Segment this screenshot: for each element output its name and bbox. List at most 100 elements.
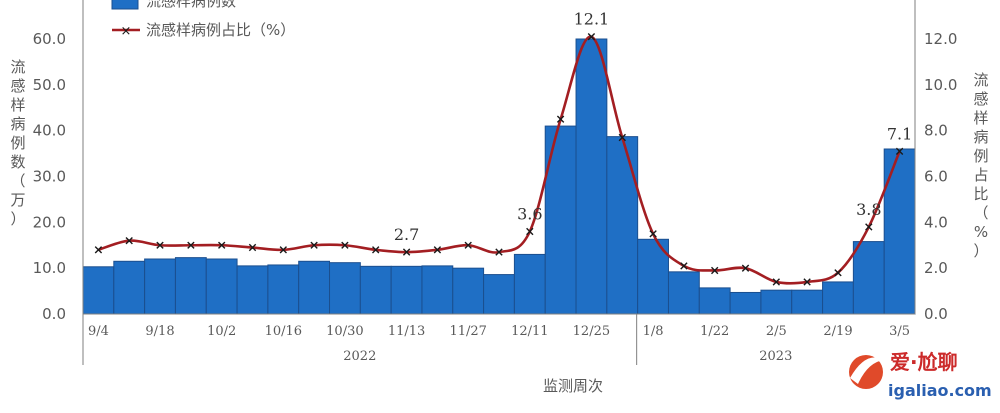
bar [852, 241, 885, 315]
right-tick-label: 6.0 [924, 168, 948, 186]
left-tick-label: 0.0 [42, 305, 66, 323]
left-tick-label: 30.0 [33, 168, 66, 186]
bar [606, 136, 639, 315]
data-label: 3.8 [856, 200, 881, 219]
x-tick-label: 10/30 [326, 324, 363, 339]
line-marker [433, 246, 442, 254]
line-marker [94, 246, 103, 254]
legend-line-label: 流感样病例占比（%） [146, 21, 295, 39]
line-marker [865, 223, 873, 231]
data-label: 12.1 [574, 10, 610, 29]
left-tick-label: 40.0 [33, 122, 66, 140]
bar [791, 289, 824, 315]
line-markers [94, 33, 904, 286]
bar [452, 267, 485, 315]
bar [483, 274, 515, 315]
watermark-url: igaliao.com [888, 381, 992, 400]
line-marker [711, 266, 719, 275]
right-tick-label: 4.0 [924, 213, 948, 231]
x-tick-label: 1/8 [643, 324, 664, 339]
x-tick-label: 11/13 [388, 324, 425, 339]
axes [82, 0, 916, 365]
right-tick-label: 0.0 [924, 305, 948, 323]
right-tick-label: 2.0 [924, 259, 948, 277]
bar [205, 258, 238, 315]
bar [82, 266, 115, 315]
line-marker [341, 241, 349, 249]
line-marker [125, 237, 133, 245]
line-marker [248, 243, 257, 252]
watermark-text: 爱·尬聊 [890, 350, 958, 374]
legend-bar-swatch [111, 0, 139, 10]
line-marker [187, 241, 195, 249]
line-marker [402, 248, 411, 256]
bar [883, 148, 916, 315]
bar [760, 289, 793, 315]
line-marker [218, 241, 226, 249]
bar [236, 265, 269, 315]
line-marker [526, 227, 534, 236]
legend-line-marker: × [121, 24, 132, 39]
x-tick-label: 3/5 [889, 324, 910, 339]
line-marker [587, 33, 596, 41]
year-label: 2023 [759, 349, 792, 364]
bar [298, 260, 331, 315]
bar [544, 125, 577, 315]
watermark-swoosh-icon [850, 357, 884, 384]
x-tick-label: 9/18 [145, 324, 174, 339]
data-label: 7.1 [887, 124, 912, 143]
line-marker [834, 269, 842, 277]
x-tick-labels: 9/4 9/18 10/2 10/16 10/30 11/13 11/27 12/11 12/2… [88, 324, 910, 339]
bar [329, 262, 361, 315]
x-tick-label: 10/2 [207, 324, 236, 339]
x-tick-label: 1/22 [700, 324, 729, 339]
right-y-ticks: 0.0 2.0 4.0 6.0 8.0 10.0 12.0 [924, 30, 957, 323]
bar [390, 265, 423, 315]
year-label: 2022 [343, 349, 376, 364]
bar [113, 260, 146, 315]
bar [174, 257, 207, 315]
watermark: 爱·尬聊 igaliao.com [849, 350, 992, 400]
line-marker [680, 262, 688, 270]
right-tick-label: 8.0 [924, 122, 948, 140]
legend: 流感样病例数 × 流感样病例占比（%） [111, 0, 295, 39]
line-marker [372, 246, 380, 254]
bar [575, 38, 608, 315]
x-tick-label: 11/27 [449, 324, 486, 339]
x-tick-label: 9/4 [88, 324, 109, 339]
legend-bar-label: 流感样病例数 [146, 0, 236, 10]
left-tick-label: 20.0 [33, 213, 66, 231]
bar [667, 271, 700, 315]
bar [698, 287, 731, 315]
x-tick-label: 2/19 [823, 324, 852, 339]
line-marker [741, 264, 750, 272]
line-marker [618, 133, 626, 142]
x-tick-label: 10/16 [265, 324, 302, 339]
bar [729, 291, 762, 315]
year-labels: 2022 2023 [343, 349, 792, 364]
line-marker [156, 241, 164, 249]
data-labels: 2.7 3.6 12.1 3.8 7.1 [394, 10, 912, 244]
line-marker [649, 230, 657, 238]
line-marker [556, 115, 565, 123]
right-tick-label: 10.0 [924, 76, 957, 94]
line-marker [495, 248, 503, 256]
right-tick-label: 12.0 [924, 30, 957, 48]
line-marker [279, 246, 287, 254]
left-y-ticks: 0.0 10.0 20.0 30.0 40.0 50.0 60.0 [33, 30, 66, 323]
right-axis-title: 流感样病例占比（%） [973, 71, 988, 260]
data-label: 3.6 [517, 205, 542, 224]
left-axis-title: 流感样病例数（万） [10, 58, 25, 228]
x-tick-label: 12/25 [573, 324, 610, 339]
data-label: 2.7 [394, 225, 419, 244]
bar-series [82, 38, 916, 315]
bar [267, 264, 300, 315]
line-marker [803, 278, 811, 286]
left-tick-label: 60.0 [33, 30, 66, 48]
line-marker [895, 147, 904, 155]
line-marker [464, 241, 472, 249]
bar [144, 258, 176, 315]
x-axis-title: 监测周次 [543, 377, 603, 395]
left-tick-label: 10.0 [33, 259, 66, 277]
line-marker [310, 241, 318, 249]
